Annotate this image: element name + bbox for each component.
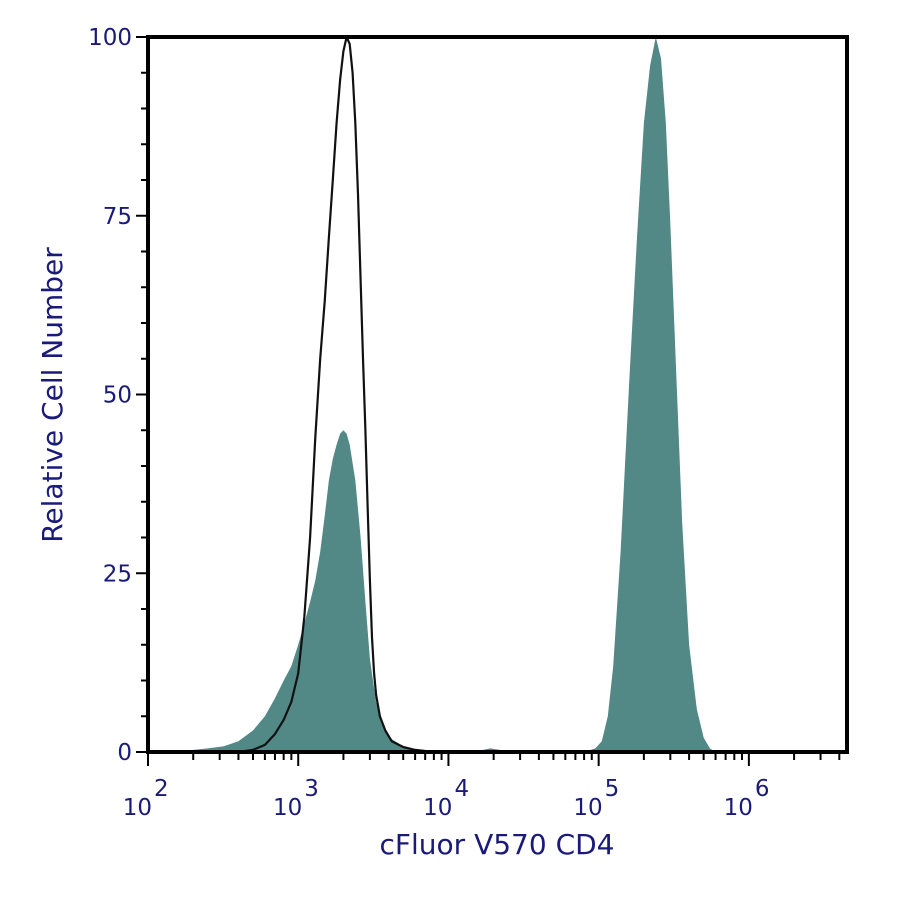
x-tick-base: 10	[573, 795, 602, 821]
x-tick-exponent: 3	[304, 776, 319, 802]
x-tick-exponent: 2	[154, 776, 169, 802]
x-tick-label: 105	[573, 776, 619, 821]
x-tick-label: 103	[273, 776, 319, 821]
y-tick-label: 0	[117, 740, 132, 766]
plot-frame	[146, 35, 849, 754]
x-tick-base: 10	[123, 795, 152, 821]
y-tick-label: 25	[103, 561, 132, 587]
y-tick-label: 100	[88, 25, 132, 51]
y-tick-label: 50	[103, 383, 132, 409]
x-tick-base: 10	[724, 795, 753, 821]
x-tick-exponent: 6	[755, 776, 770, 802]
y-axis-title: Relative Cell Number	[36, 247, 69, 543]
y-tick-label: 75	[103, 204, 132, 230]
x-tick-exponent: 5	[605, 776, 620, 802]
x-axis-title: cFluor V570 CD4	[380, 828, 615, 861]
series-layer	[182, 35, 716, 754]
x-tick-label: 106	[724, 776, 770, 821]
y-axis: 0 25 50 75 100	[88, 25, 148, 766]
x-tick-base: 10	[273, 795, 302, 821]
histogram-outline-series	[238, 35, 435, 754]
x-tick-label: 102	[123, 776, 169, 821]
x-tick-label: 104	[423, 776, 469, 821]
x-tick-base: 10	[423, 795, 452, 821]
histogram-filled-series	[182, 37, 716, 752]
x-tick-exponent: 4	[454, 776, 469, 802]
